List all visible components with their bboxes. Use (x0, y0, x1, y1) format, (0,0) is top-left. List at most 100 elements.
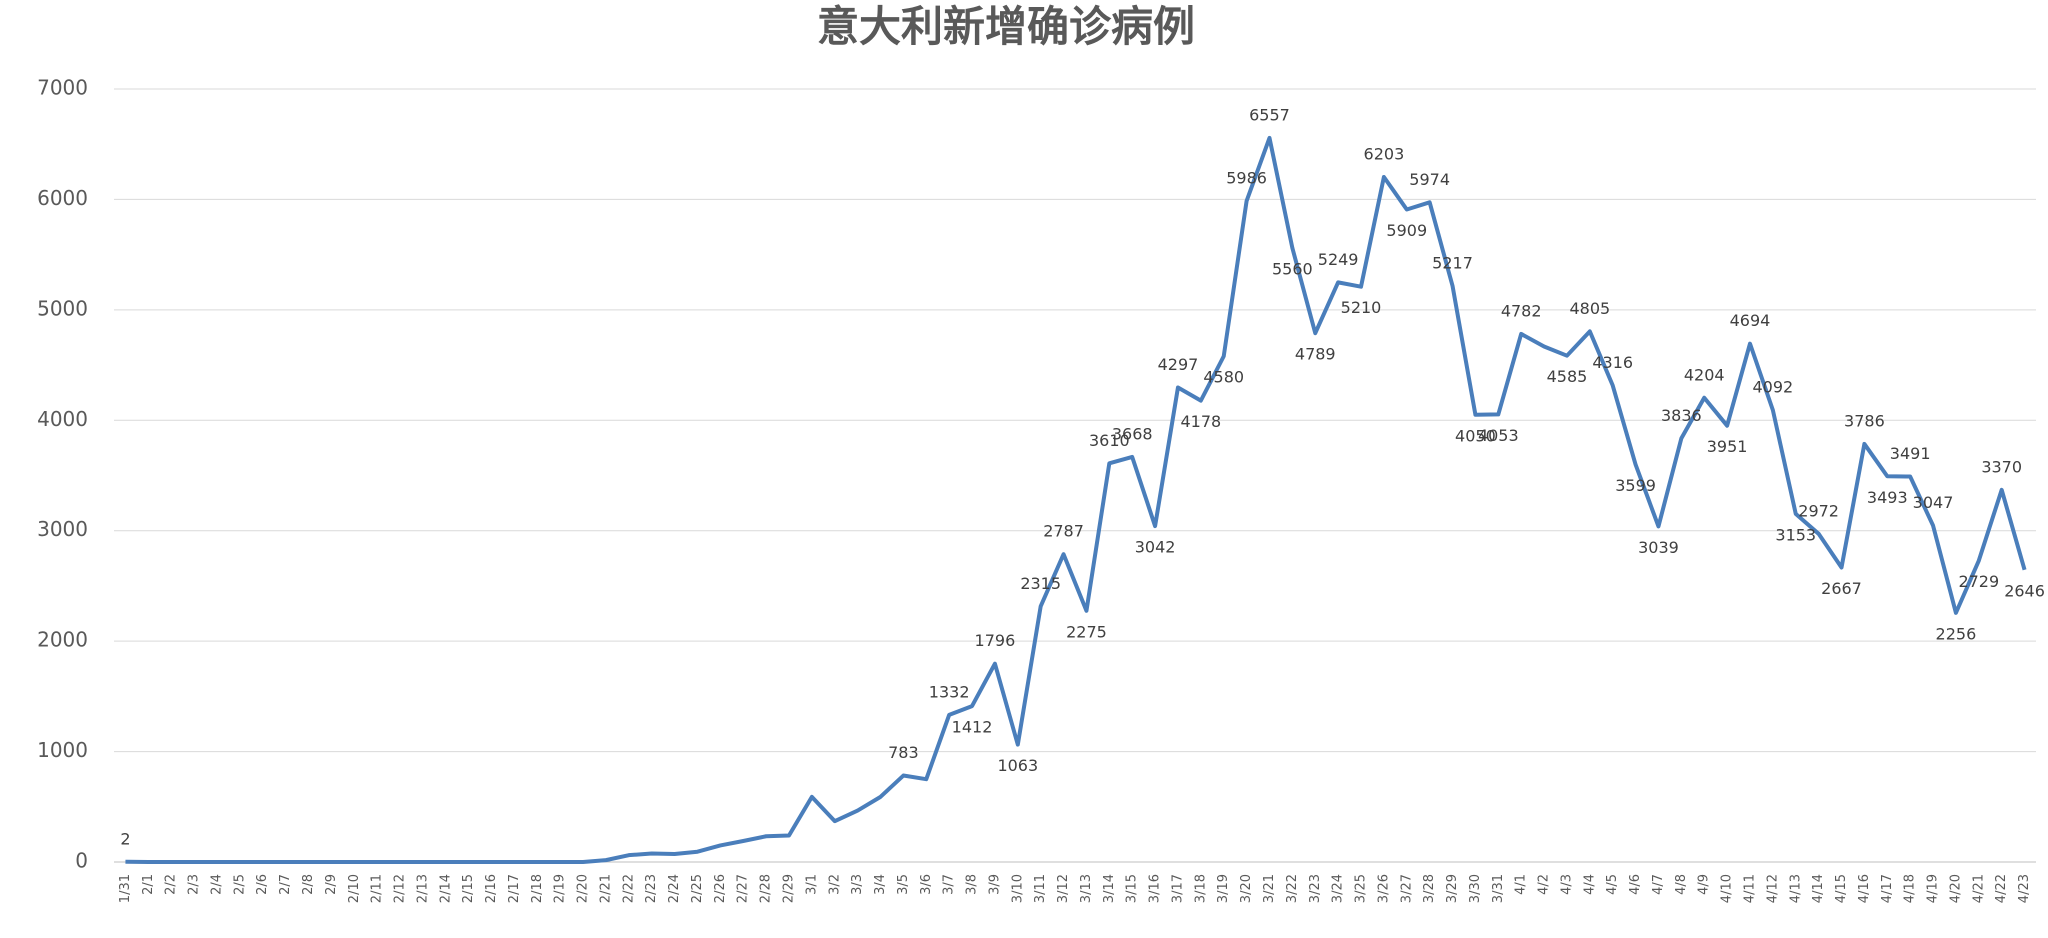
x-tick-label: 3/14 (1102, 874, 1117, 903)
x-tick-label: 3/13 (1079, 874, 1094, 903)
x-tick-label: 2/28 (759, 874, 774, 903)
data-label: 3039 (1638, 538, 1679, 557)
x-tick-label: 3/2 (827, 874, 842, 895)
x-tick-label: 3/25 (1354, 874, 1369, 903)
x-tick-label: 3/11 (1033, 874, 1048, 903)
data-label: 1796 (975, 631, 1016, 650)
data-label: 783 (888, 743, 919, 762)
x-tick-label: 3/5 (896, 874, 911, 895)
x-tick-label: 4/3 (1559, 874, 1574, 895)
data-label: 1063 (997, 756, 1038, 775)
chart-title: 意大利新增确诊病例 (817, 2, 1195, 51)
data-label: 2256 (1936, 624, 1977, 643)
x-tick-label: 2/10 (347, 874, 362, 903)
data-label: 3491 (1890, 444, 1931, 463)
data-label: 3370 (1981, 457, 2022, 476)
x-tick-label: 3/10 (1010, 874, 1025, 903)
x-tick-label: 2/9 (324, 874, 339, 895)
x-tick-label: 3/27 (1399, 874, 1414, 903)
x-tick-label: 2/11 (370, 874, 385, 903)
data-label: 5974 (1409, 170, 1450, 189)
y-tick-label: 3000 (37, 517, 88, 541)
data-label: 3668 (1112, 424, 1153, 443)
data-label: 1332 (929, 682, 970, 701)
data-line (125, 135, 2027, 864)
data-label: 3951 (1707, 437, 1748, 456)
x-tick-label: 2/2 (164, 874, 179, 895)
data-label: 3047 (1913, 493, 1954, 512)
x-tick-label: 3/1 (804, 874, 819, 895)
data-label: 3786 (1844, 411, 1885, 430)
x-tick-label: 3/19 (1216, 874, 1231, 903)
data-label: 2646 (2004, 581, 2045, 600)
y-tick-label: 4000 (37, 407, 88, 431)
data-label: 4178 (1180, 412, 1221, 431)
x-tick-label: 4/12 (1765, 874, 1780, 903)
x-tick-label: 4/7 (1651, 874, 1666, 895)
data-label: 4585 (1547, 367, 1588, 386)
x-tick-label: 2/15 (461, 874, 476, 903)
data-label: 3153 (1775, 525, 1816, 544)
x-tick-label: 2/5 (232, 874, 247, 895)
x-tick-label: 1/31 (118, 874, 133, 903)
data-label: 6203 (1364, 145, 1405, 164)
x-tick-label: 4/9 (1697, 874, 1712, 895)
x-tick-label: 3/4 (873, 874, 888, 895)
x-tick-label: 3/26 (1376, 874, 1391, 903)
x-tick-label: 4/5 (1605, 874, 1620, 895)
data-label: 2315 (1020, 574, 1061, 593)
x-tick-label: 2/1 (141, 874, 156, 895)
x-tick-label: 4/23 (2017, 874, 2032, 903)
x-tick-label: 3/12 (1056, 874, 1071, 903)
x-tick-label: 2/29 (781, 874, 796, 903)
data-label: 4789 (1295, 345, 1336, 364)
data-label: 6557 (1249, 105, 1290, 124)
data-label: 5249 (1318, 250, 1359, 269)
x-tick-label: 4/21 (1971, 874, 1986, 903)
data-label: 3610 (1089, 431, 1130, 450)
data-label: 4204 (1684, 365, 1725, 384)
data-label: 4092 (1753, 378, 1794, 397)
x-tick-label: 4/11 (1742, 874, 1757, 903)
x-tick-label: 3/17 (1170, 874, 1185, 903)
x-tick-label: 3/23 (1308, 874, 1323, 903)
data-label: 2667 (1821, 579, 1862, 598)
x-tick-label: 2/25 (690, 874, 705, 903)
x-tick-label: 4/15 (1834, 874, 1849, 903)
x-tick-label: 3/20 (1239, 874, 1254, 903)
y-tick-label: 1000 (37, 738, 88, 762)
x-tick-label: 4/6 (1628, 874, 1643, 895)
x-tick-label: 4/16 (1857, 874, 1872, 903)
y-tick-label: 5000 (37, 296, 88, 320)
x-tick-label: 2/16 (484, 874, 499, 903)
x-tick-label: 2/21 (598, 874, 613, 903)
x-tick-label: 2/27 (736, 874, 751, 903)
x-tick-label: 2/24 (667, 874, 682, 903)
x-tick-label: 2/3 (187, 874, 202, 895)
x-tick-label: 4/8 (1674, 874, 1689, 895)
data-label: 2787 (1043, 522, 1084, 541)
data-label: 5217 (1432, 253, 1473, 272)
x-tick-label: 4/2 (1537, 874, 1552, 895)
x-tick-label: 3/24 (1331, 874, 1346, 903)
x-tick-label: 2/18 (530, 874, 545, 903)
x-tick-label: 2/19 (553, 874, 568, 903)
x-tick-label: 2/22 (621, 874, 636, 903)
x-tick-label: 3/22 (1285, 874, 1300, 903)
y-tick-label: 7000 (37, 76, 88, 100)
x-tick-label: 2/13 (415, 874, 430, 903)
x-tick-label: 3/18 (1193, 874, 1208, 903)
data-label: 4053 (1478, 426, 1519, 445)
data-label: 4316 (1592, 353, 1633, 372)
data-label: 3493 (1867, 488, 1908, 507)
x-tick-label: 2/14 (438, 874, 453, 903)
y-tick-label: 6000 (37, 186, 88, 210)
x-tick-label: 3/28 (1422, 874, 1437, 903)
x-tick-label: 2/17 (507, 874, 522, 903)
x-tick-label: 2/4 (209, 874, 224, 895)
y-tick-label: 0 (75, 849, 88, 873)
data-label: 3042 (1135, 538, 1176, 557)
data-label: 5560 (1272, 260, 1313, 279)
